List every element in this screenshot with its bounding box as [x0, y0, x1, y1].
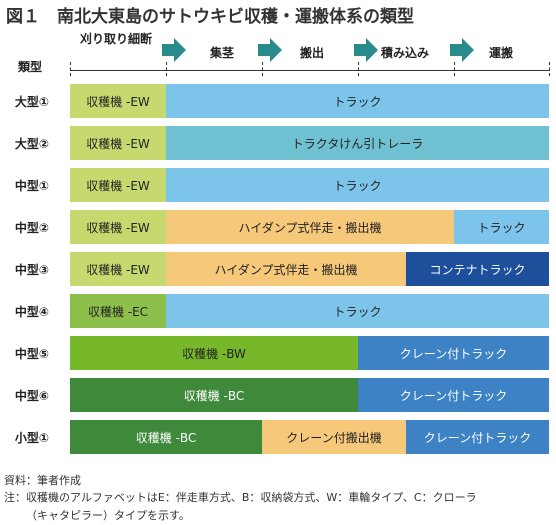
stage-load: 積み込み [380, 46, 429, 60]
row-label: 中型① [14, 179, 50, 193]
divider [454, 62, 455, 76]
divider [166, 62, 167, 76]
row-label: 小型① [14, 431, 50, 445]
header-baseline [70, 70, 550, 71]
equipment-segment: 収穫機 -BC [70, 420, 262, 454]
row-label: 中型⑤ [14, 347, 50, 361]
equipment-segment: ハイダンプ式伴走・搬出機 [166, 252, 406, 286]
equipment-segment: クレーン付搬出機 [262, 420, 406, 454]
stage-cut: 刈り取り細断 [79, 32, 152, 46]
divider [262, 62, 263, 76]
type-column-header: 類型 [17, 60, 42, 74]
equipment-segment: クレーン付トラック [406, 420, 549, 454]
source-note: 資料：筆者作成 [4, 474, 81, 487]
row-label: 中型③ [14, 263, 50, 277]
equipment-segment: 収穫機 -EW [70, 210, 166, 244]
explanation-note-continued: （キャタピラー）タイプを示す。 [26, 509, 190, 522]
divider [358, 62, 359, 76]
equipment-segment: ハイダンプ式伴走・搬出機 [166, 210, 454, 244]
equipment-segment: 収穫機 -EW [70, 84, 166, 118]
stage-gather: 集茎 [209, 46, 234, 60]
equipment-segment: 収穫機 -EW [70, 168, 166, 202]
equipment-segment: 収穫機 -EW [70, 126, 166, 160]
equipment-segment: クレーン付トラック [358, 378, 549, 412]
row-label: 中型⑥ [14, 389, 50, 403]
stage-arrow-icon [258, 38, 282, 62]
equipment-segment: 収穫機 -BC [70, 378, 358, 412]
equipment-segment: クレーン付トラック [358, 336, 549, 370]
row-label: 中型④ [14, 305, 50, 319]
equipment-segment: トラック [166, 84, 549, 118]
equipment-segment: 収穫機 -EC [70, 294, 166, 328]
row-label: 大型① [14, 95, 50, 109]
stage-transport: 運搬 [488, 46, 513, 60]
stage-carry-out: 搬出 [299, 46, 324, 60]
row-label: 中型② [14, 221, 50, 235]
equipment-segment: トラック [454, 210, 549, 244]
row-label: 大型② [14, 137, 50, 151]
equipment-segment: トラック [166, 294, 549, 328]
equipment-segment: トラクタけん引トレーラ [166, 126, 549, 160]
divider [70, 62, 71, 76]
stage-arrow-icon [354, 38, 378, 62]
equipment-segment: トラック [166, 168, 549, 202]
equipment-segment: 収穫機 -BW [70, 336, 358, 370]
stage-arrow-icon [162, 38, 186, 62]
stage-arrows [162, 38, 474, 62]
equipment-segment: コンテナトラック [406, 252, 549, 286]
equipment-segment: 収穫機 -EW [70, 252, 166, 286]
stage-arrow-icon [450, 38, 474, 62]
explanation-note: 注：収穫機のアルファベットはE：伴走車方式、B：収納袋方式、W：車輪タイプ、C：… [4, 491, 477, 504]
figure-title: 図１ 南北大東島のサトウキビ収穫・運搬体系の類型 [6, 7, 414, 27]
divider [549, 62, 550, 76]
